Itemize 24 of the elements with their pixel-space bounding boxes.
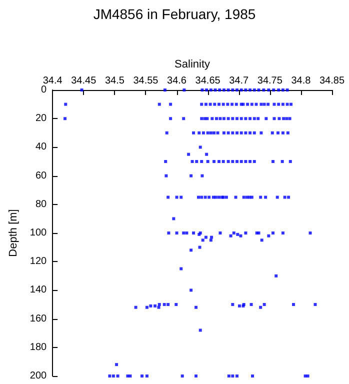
y-tick-label: 0 [41,84,48,96]
y-tick-label: 140 [30,284,48,296]
x-tick-label: 34.6 [167,76,187,86]
x-tick-label: 34.7 [229,76,250,86]
x-tick-label: 34.55 [133,76,159,86]
x-tick-label: 34.5 [104,76,125,86]
y-tick-label: 200 [30,370,48,382]
y-tick-label: 180 [30,342,48,353]
y-tick-label: 160 [30,313,48,324]
y-tick-label: 40 [35,142,48,153]
x-axis-title: Salinity [174,58,211,70]
x-tick-label: 34.75 [257,76,283,86]
y-tick-label: 20 [35,113,48,124]
y-axis-title: Depth [m] [8,209,20,257]
y-tick-label: 60 [35,170,48,182]
y-tick-label: 80 [35,198,48,210]
x-tick-label: 34.8 [291,76,312,86]
x-tick-label: 34.45 [71,76,97,86]
y-tick-label: 120 [30,256,48,268]
y-tick-label: 100 [30,228,48,238]
x-tick-label: 34.4 [42,76,63,86]
x-tick-label: 34.65 [195,76,221,86]
x-tick-label: 34.85 [319,76,345,86]
chart-title: JM4856 in February, 1985 [93,6,256,22]
